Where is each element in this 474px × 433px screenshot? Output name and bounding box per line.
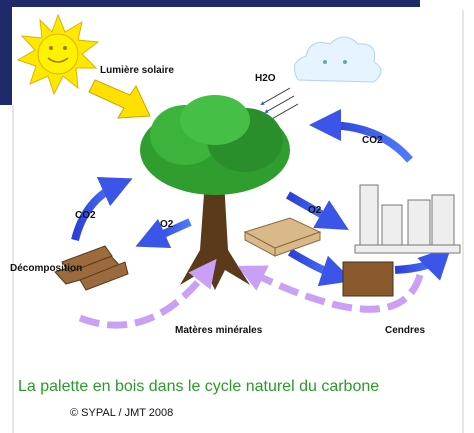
wood-pile (54, 245, 129, 291)
label-o2-right: O2 (308, 205, 322, 216)
label-sun: Lumière solaire (100, 65, 174, 76)
wood-chips (342, 261, 394, 297)
label-ashes: Cendres (385, 325, 425, 336)
label-decomposition: Décomposition (10, 263, 82, 274)
flow-arrows (71, 109, 452, 287)
label-o2-left: O2 (160, 219, 174, 230)
rain (260, 87, 299, 121)
cloud (293, 36, 382, 83)
factory (354, 184, 461, 254)
sun-arrow (88, 79, 151, 119)
caption: La palette en bois dans le cycle naturel… (18, 378, 379, 395)
label-minerals: Matères minérales (175, 325, 263, 336)
sun (16, 13, 100, 96)
label-co2-left: CO2 (75, 210, 96, 221)
mineral-arrows (78, 258, 424, 329)
label-co2-top: CO2 (362, 135, 383, 146)
credit: © SYPAL / JMT 2008 (70, 407, 173, 419)
label-water: H2O (255, 73, 276, 84)
pallet (243, 217, 322, 257)
frame-top (0, 0, 420, 7)
frame-left (0, 0, 12, 105)
